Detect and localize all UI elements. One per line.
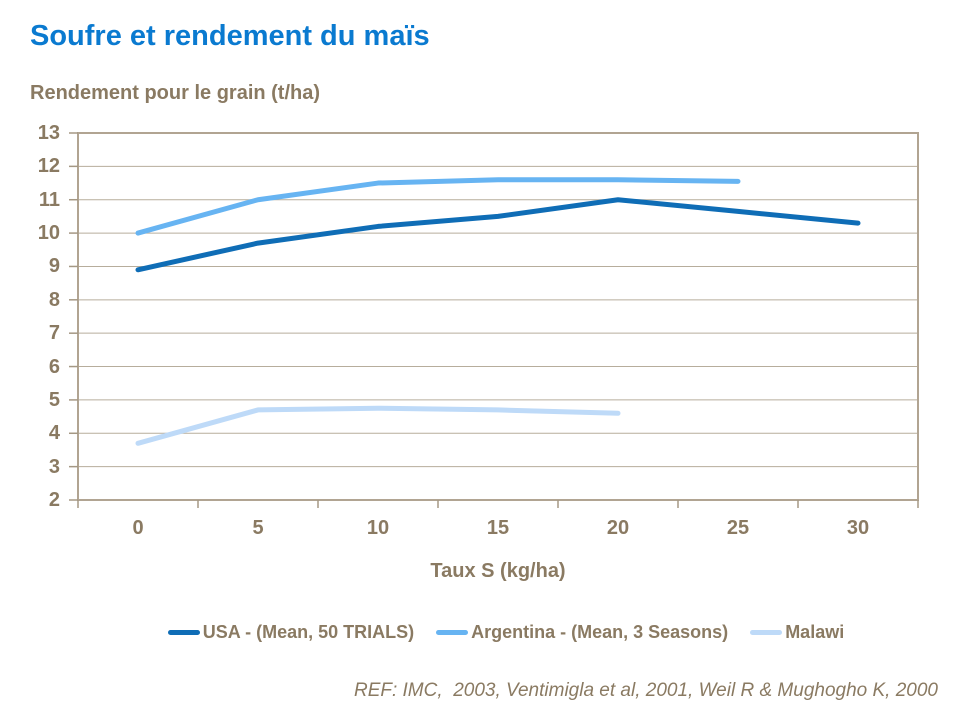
legend-item: USA - (Mean, 50 TRIALS)	[167, 622, 415, 643]
legend-line-swatch	[436, 630, 469, 635]
y-tick-label: 8	[48, 288, 60, 311]
y-tick-label: 5	[48, 388, 60, 411]
x-tick-label: 0	[132, 517, 144, 539]
reference-text: REF: IMC, 2003, Ventimigla et al, 2001, …	[353, 680, 938, 701]
page-title: Soufre et rendement du maïs	[30, 20, 430, 52]
y-tick-label: 9	[48, 255, 60, 278]
y-tick-label: 3	[48, 455, 60, 478]
x-tick-label: 25	[726, 517, 750, 539]
y-tick-label: 13	[37, 122, 60, 144]
x-tick-label: 30	[846, 517, 870, 539]
y-tick-label: 6	[48, 355, 60, 378]
x-tick-label: 5	[252, 517, 264, 539]
y-axis-title: Rendement pour le grain (t/ha)	[30, 82, 321, 104]
series-line-argentina	[135, 177, 741, 236]
plot-border	[77, 132, 919, 501]
x-tick-label: 20	[606, 517, 630, 539]
y-tick-label: 4	[48, 422, 60, 445]
legend-item: Malawi	[750, 622, 844, 643]
series-line-usa	[135, 197, 861, 273]
series-line-malawi	[135, 405, 621, 446]
plot-svg	[69, 132, 919, 508]
legend-line-swatch	[167, 630, 200, 635]
legend: USA - (Mean, 50 TRIALS) Argentina - (Mean…	[26, 622, 960, 643]
legend-label: Argentina - (Mean, 3 Seasons)	[471, 622, 729, 642]
y-tick-label: 10	[37, 222, 60, 245]
y-tick-label: 2	[48, 489, 60, 511]
y-tick-label: 11	[38, 188, 60, 211]
legend-line-swatch	[750, 630, 783, 635]
legend-label: Malawi	[785, 622, 845, 642]
legend-label: USA - (Mean, 50 TRIALS)	[202, 622, 415, 642]
y-tick-label: 12	[37, 155, 60, 178]
x-axis-title: Taux S (kg/ha)	[430, 560, 566, 582]
y-tick-label: 7	[48, 322, 60, 345]
legend-item: Argentina - (Mean, 3 Seasons)	[436, 622, 728, 643]
x-tick-label: 10	[366, 517, 390, 539]
x-tick-label: 15	[486, 517, 510, 539]
